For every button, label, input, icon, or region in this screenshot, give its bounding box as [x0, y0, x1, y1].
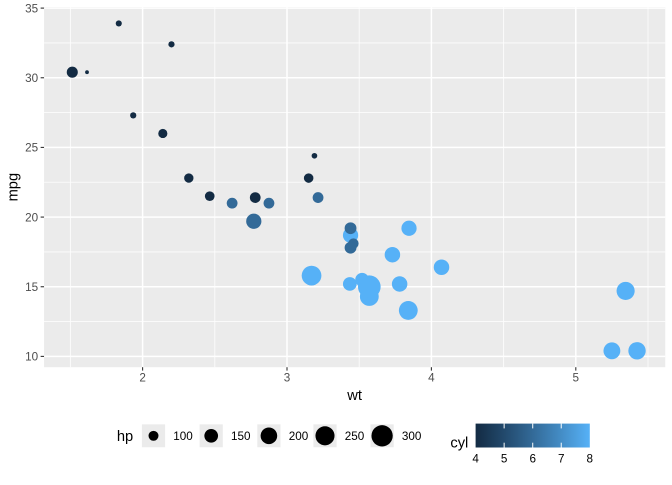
svg-text:25: 25	[25, 142, 39, 155]
svg-text:5: 5	[573, 372, 580, 385]
svg-text:mpg: mpg	[5, 173, 21, 202]
svg-text:35: 35	[25, 2, 39, 15]
svg-text:5: 5	[501, 452, 508, 465]
svg-text:250: 250	[345, 430, 365, 443]
svg-text:200: 200	[289, 430, 309, 443]
svg-text:20: 20	[25, 211, 39, 224]
svg-text:10: 10	[25, 351, 39, 364]
svg-text:100: 100	[173, 430, 193, 443]
svg-text:4: 4	[428, 372, 435, 385]
svg-text:150: 150	[231, 430, 251, 443]
svg-text:8: 8	[587, 452, 594, 465]
svg-text:30: 30	[25, 72, 39, 85]
svg-text:wt: wt	[346, 388, 362, 404]
svg-text:cyl: cyl	[450, 435, 468, 451]
svg-text:300: 300	[402, 430, 422, 443]
svg-text:3: 3	[284, 372, 291, 385]
svg-text:7: 7	[558, 452, 565, 465]
svg-text:15: 15	[25, 281, 39, 294]
svg-text:6: 6	[529, 452, 536, 465]
svg-text:2: 2	[139, 372, 146, 385]
svg-text:hp: hp	[117, 429, 133, 445]
svg-text:4: 4	[472, 452, 479, 465]
